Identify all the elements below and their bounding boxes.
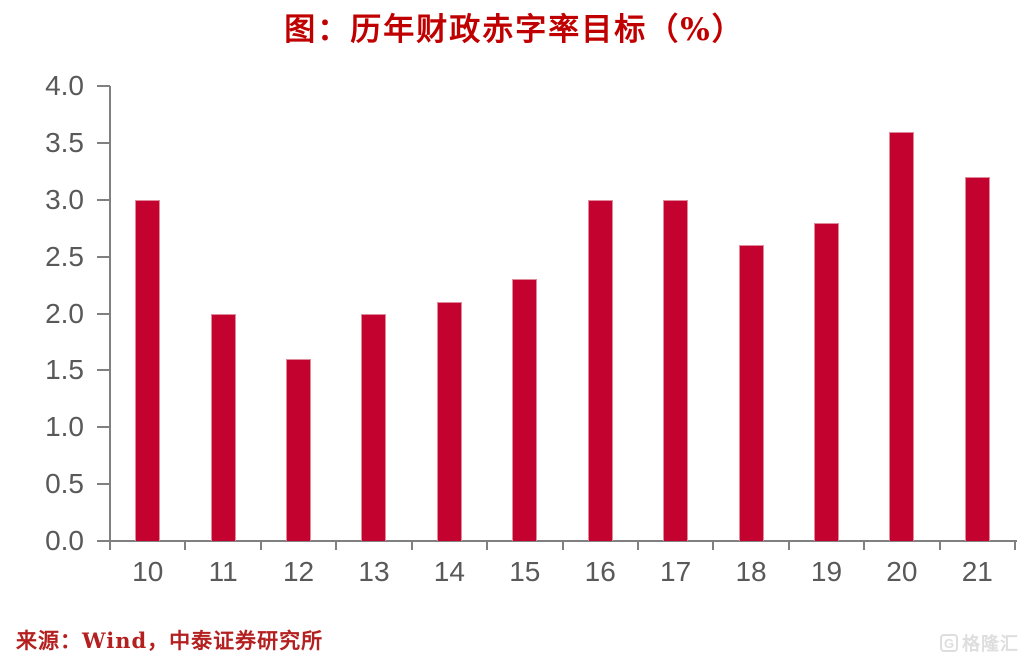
x-tick xyxy=(1014,541,1016,550)
y-tick xyxy=(97,369,110,372)
x-tick xyxy=(259,541,262,550)
y-tick-label: 1.0 xyxy=(45,411,84,443)
y-tick-label: 3.0 xyxy=(45,183,84,215)
x-tick xyxy=(335,541,338,550)
x-tick xyxy=(561,541,564,550)
x-tick-label: 19 xyxy=(810,556,843,587)
bar-16 xyxy=(587,199,613,541)
x-tick-label: 17 xyxy=(660,556,692,587)
x-tick-label: 15 xyxy=(509,556,541,587)
x-tick-label: 20 xyxy=(886,556,918,587)
y-tick xyxy=(97,198,110,201)
x-tick xyxy=(863,541,866,550)
source-note: 来源：Wind，中泰证券研究所 xyxy=(16,628,324,653)
x-tick-label: 18 xyxy=(735,556,767,587)
y-tick-label: 2.5 xyxy=(45,240,84,272)
y-tick xyxy=(97,483,110,486)
bar-20 xyxy=(889,131,915,541)
bar-10 xyxy=(135,199,161,541)
x-tick-label: 11 xyxy=(208,556,238,587)
gelonghui-logo-icon: G xyxy=(940,634,958,652)
x-tick xyxy=(109,541,111,550)
x-tick-label: 16 xyxy=(584,556,616,587)
bar-14 xyxy=(436,302,462,541)
bar-19 xyxy=(813,222,839,541)
y-tick xyxy=(97,255,110,258)
x-tick xyxy=(636,541,639,550)
watermark: G 格隆汇 xyxy=(940,630,1019,656)
x-tick xyxy=(938,541,941,550)
y-tick-label: 2.0 xyxy=(45,297,84,329)
bar-13 xyxy=(361,313,387,541)
y-tick xyxy=(97,141,110,144)
bar-18 xyxy=(738,245,764,541)
watermark-text: 格隆汇 xyxy=(962,634,1019,654)
chart-title: 图：历年财政赤字率目标（%） xyxy=(284,12,745,48)
bar-15 xyxy=(512,279,538,541)
y-axis xyxy=(109,86,111,541)
bar-11 xyxy=(210,313,236,541)
y-tick-label: 0.5 xyxy=(45,468,84,500)
x-tick-label: 12 xyxy=(282,556,315,587)
x-tick-label: 13 xyxy=(358,556,390,587)
x-tick-label: 14 xyxy=(433,556,465,587)
x-tick xyxy=(787,541,790,550)
x-tick-label: 10 xyxy=(132,556,164,587)
y-tick xyxy=(97,540,110,542)
y-tick-label: 4.0 xyxy=(45,70,84,101)
y-tick-label: 3.5 xyxy=(45,126,84,158)
x-tick xyxy=(712,541,715,550)
y-tick xyxy=(97,312,110,315)
y-tick xyxy=(97,85,110,87)
y-tick-label: 0.0 xyxy=(45,525,84,556)
x-tick xyxy=(184,541,187,550)
x-tick-label: 21 xyxy=(961,556,993,587)
bar-12 xyxy=(286,359,312,541)
y-tick-label: 1.5 xyxy=(45,354,84,386)
bar-17 xyxy=(663,199,689,541)
x-tick xyxy=(410,541,413,550)
y-tick xyxy=(97,426,110,429)
x-tick xyxy=(486,541,489,550)
bar-21 xyxy=(964,177,990,541)
